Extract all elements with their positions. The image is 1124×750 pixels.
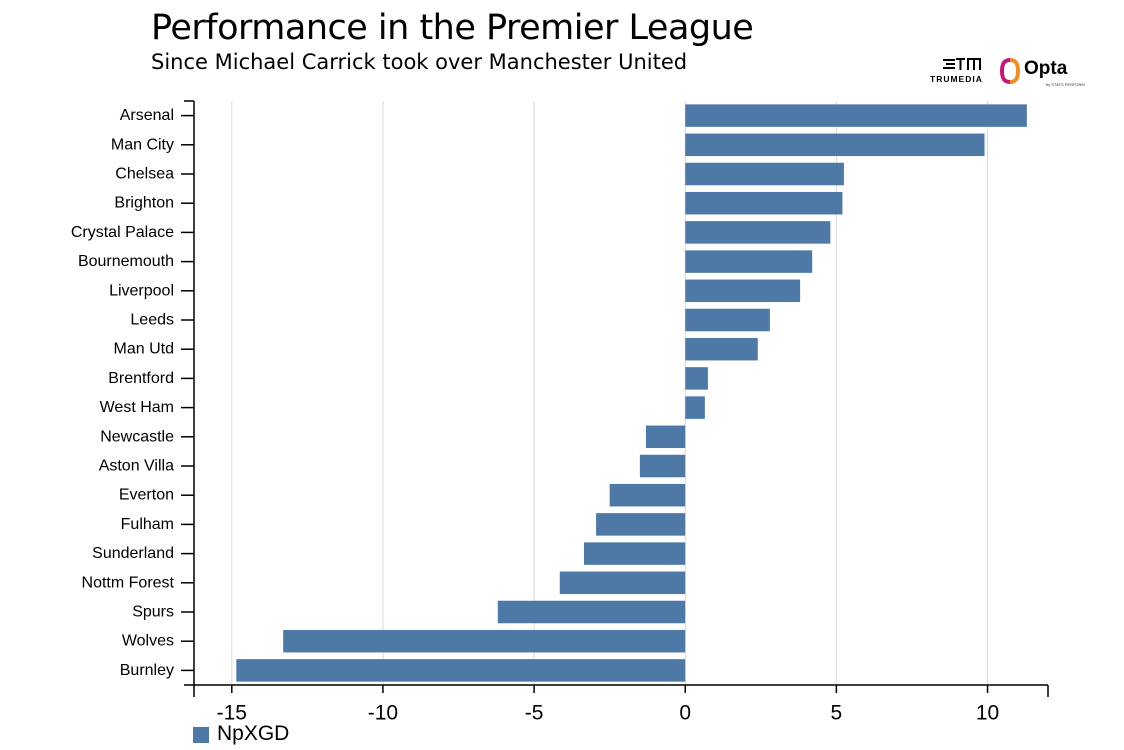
y-tick-label: Brighton [114, 195, 174, 212]
y-tick-label: Wolves [122, 633, 174, 650]
bar [685, 279, 801, 303]
y-tick-label: Sunderland [92, 545, 174, 562]
y-tick-label: Arsenal [120, 107, 174, 124]
legend-label: NpXGD [217, 722, 290, 745]
trumedia-label: TRUMEDIA [930, 74, 983, 84]
bar [685, 104, 1027, 127]
logos: TRUMEDIA Opta by STATS PERFORM [930, 56, 1085, 88]
y-tick-label: Newcastle [100, 428, 174, 445]
x-tick-label: 5 [831, 702, 843, 725]
x-tick-label: 10 [976, 702, 999, 725]
opta-sub-label: by STATS PERFORM [1046, 82, 1085, 87]
y-tick-label: Liverpool [109, 282, 174, 299]
bar [609, 483, 686, 507]
chart-title: Performance in the Premier League [151, 8, 754, 48]
y-tick-label: Bournemouth [78, 253, 174, 270]
bar [596, 513, 686, 536]
legend-swatch [193, 727, 209, 743]
opta-o-icon [1000, 58, 1020, 84]
y-tick-label: Everton [119, 487, 174, 504]
y-tick-label: Man City [111, 136, 174, 153]
y-tick-label: West Ham [100, 399, 174, 416]
bar [639, 454, 686, 478]
bar [497, 600, 686, 624]
y-tick-label: Nottm Forest [82, 574, 175, 591]
trumedia-mark-icon [943, 58, 981, 70]
bar [685, 191, 843, 215]
bar [685, 133, 985, 157]
y-tick-label: Fulham [121, 516, 174, 533]
y-tick-label: Leeds [130, 312, 174, 329]
bar [559, 571, 686, 595]
y-tick-label: Chelsea [115, 166, 174, 183]
opta-logo: Opta by STATS PERFORM [1000, 58, 1085, 88]
x-tick-label: -10 [368, 702, 398, 725]
chart-subtitle: Since Michael Carrick took over Manchest… [151, 50, 688, 74]
bar [685, 221, 831, 244]
bar [685, 337, 758, 361]
y-tick-label: Burnley [120, 662, 174, 679]
y-tick-label: Man Utd [114, 341, 174, 358]
x-tick-label: -5 [525, 702, 544, 725]
bar [685, 367, 708, 390]
y-tick-label: Spurs [132, 604, 174, 621]
y-tick-label: Brentford [108, 370, 174, 387]
y-tick-label: Crystal Palace [71, 224, 174, 241]
x-tick-label: 0 [679, 702, 691, 725]
bar [645, 425, 686, 449]
trumedia-logo: TRUMEDIA [930, 56, 994, 88]
bar [583, 542, 686, 565]
bar [283, 629, 686, 653]
bar [685, 308, 770, 332]
bar [236, 659, 686, 682]
y-tick-label: Aston Villa [99, 458, 174, 475]
bar [685, 162, 844, 186]
x-tick-label: -15 [217, 702, 247, 725]
bar [685, 250, 813, 273]
bar [685, 396, 705, 419]
opta-label: Opta [1024, 58, 1068, 79]
